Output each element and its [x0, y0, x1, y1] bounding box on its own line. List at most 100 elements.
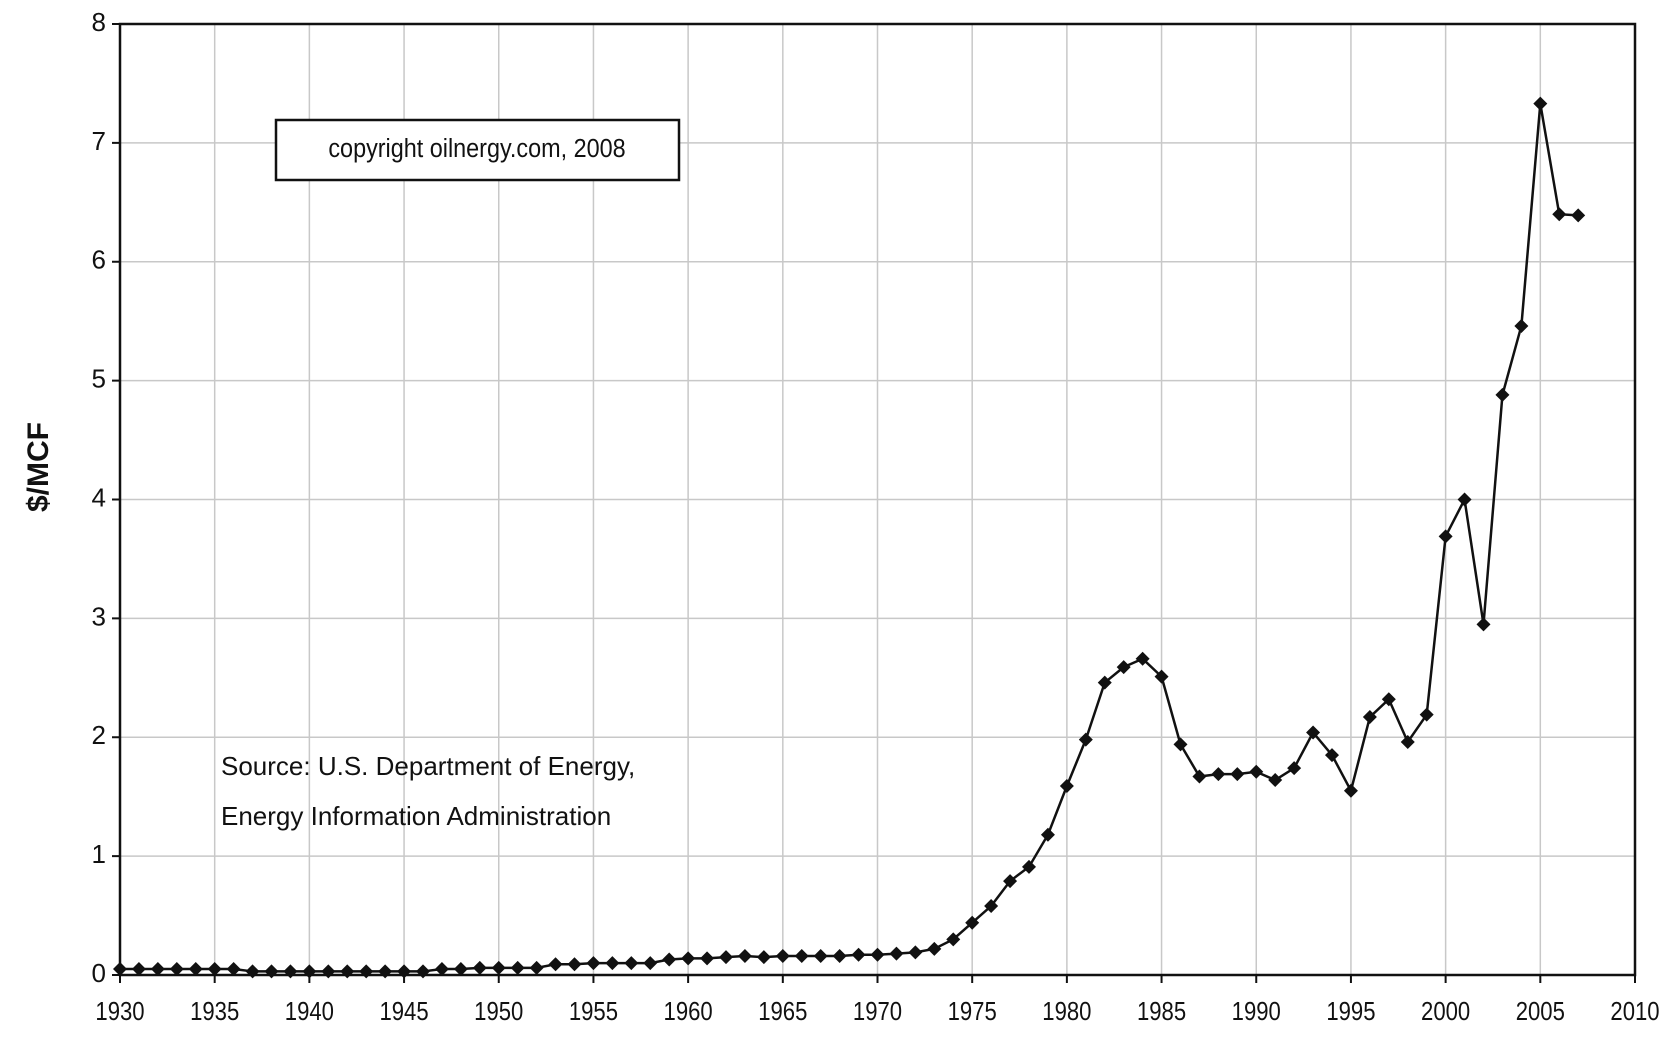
marker — [529, 960, 544, 975]
marker — [1097, 675, 1112, 690]
marker — [1457, 492, 1472, 507]
marker — [491, 960, 506, 975]
x-tick-label: 2010 — [1610, 997, 1659, 1026]
marker — [586, 956, 601, 971]
x-tick-label: 1975 — [948, 997, 997, 1026]
x-tick-label: 1960 — [664, 997, 713, 1026]
marker — [775, 948, 790, 963]
marker — [1078, 732, 1093, 747]
x-tick-label: 1980 — [1042, 997, 1091, 1026]
marker — [756, 950, 771, 965]
marker — [548, 957, 563, 972]
x-tick-label: 1990 — [1232, 997, 1281, 1026]
marker — [245, 964, 260, 979]
marker — [434, 962, 449, 977]
y-axis-label: $/MCF — [22, 422, 55, 512]
y-tick-label: 0 — [92, 958, 106, 988]
marker — [226, 962, 241, 977]
marker — [965, 915, 980, 930]
marker — [321, 964, 336, 979]
marker — [510, 960, 525, 975]
x-tick-label: 1930 — [95, 997, 144, 1026]
marker — [472, 960, 487, 975]
marker — [359, 964, 374, 979]
marker — [188, 962, 203, 977]
annotation-box — [274, 118, 681, 182]
y-tick-label: 1 — [92, 839, 106, 869]
marker — [1571, 208, 1586, 223]
marker — [832, 948, 847, 963]
marker — [1381, 692, 1396, 707]
y-tick-label: 7 — [92, 126, 106, 156]
marker — [1003, 874, 1018, 889]
marker — [378, 964, 393, 979]
marker — [150, 962, 165, 977]
marker — [984, 899, 999, 914]
marker — [1400, 735, 1415, 750]
marker — [1343, 783, 1358, 798]
marker — [794, 948, 809, 963]
x-tick-label: 1950 — [474, 997, 523, 1026]
x-tick-label: 2005 — [1516, 997, 1565, 1026]
marker — [397, 964, 412, 979]
marker — [1438, 529, 1453, 544]
annotation: Source: U.S. Department of Energy, — [221, 751, 635, 781]
marker — [340, 964, 355, 979]
marker — [416, 964, 430, 979]
marker — [1362, 710, 1377, 725]
marker — [681, 951, 696, 966]
marker — [1249, 764, 1264, 779]
marker — [737, 948, 752, 963]
y-tick-label: 6 — [92, 245, 106, 275]
x-tick-label: 1955 — [569, 997, 618, 1026]
marker — [453, 962, 468, 977]
marker — [1514, 318, 1529, 333]
marker — [567, 957, 582, 972]
x-tick-label: 1995 — [1326, 997, 1375, 1026]
x-tick-label: 1965 — [758, 997, 807, 1026]
marker — [1495, 387, 1510, 402]
marker — [207, 962, 222, 977]
x-tick-label: 1940 — [285, 997, 334, 1026]
y-tick-label: 8 — [92, 7, 106, 37]
marker — [927, 941, 942, 956]
marker — [1022, 859, 1036, 874]
marker — [169, 962, 184, 977]
marker — [889, 946, 904, 961]
marker — [1419, 707, 1434, 722]
marker — [1533, 96, 1548, 111]
marker — [1040, 827, 1055, 842]
y-tick-label: 3 — [92, 601, 106, 631]
marker — [1173, 737, 1188, 752]
marker — [605, 956, 620, 971]
line — [120, 103, 1579, 973]
marker — [113, 962, 127, 977]
y-tick-label: 4 — [92, 482, 106, 512]
marker — [302, 964, 317, 979]
marker — [1325, 748, 1339, 763]
marker — [643, 956, 658, 971]
marker — [1059, 778, 1074, 793]
annotation: Energy Information Administration — [221, 801, 611, 831]
marker — [1552, 207, 1567, 222]
marker — [1476, 617, 1491, 632]
marker — [1268, 773, 1283, 788]
x-tick-label: 1970 — [853, 997, 902, 1026]
marker — [1306, 725, 1321, 740]
y-tick-label: 5 — [92, 364, 106, 394]
marker — [1192, 769, 1207, 784]
marker — [264, 964, 279, 979]
x-tick-label: 1935 — [190, 997, 239, 1026]
annotation: copyright oilnergy.com, 2008 — [328, 135, 625, 163]
marker — [283, 964, 298, 979]
marker — [131, 962, 146, 977]
marker — [1211, 767, 1226, 782]
x-tick-label: 1985 — [1137, 997, 1186, 1026]
plot-frame — [118, 22, 1637, 977]
marker — [946, 932, 961, 947]
marker — [719, 950, 733, 965]
marker — [624, 956, 639, 971]
marker — [1154, 669, 1169, 684]
marker — [700, 951, 715, 966]
